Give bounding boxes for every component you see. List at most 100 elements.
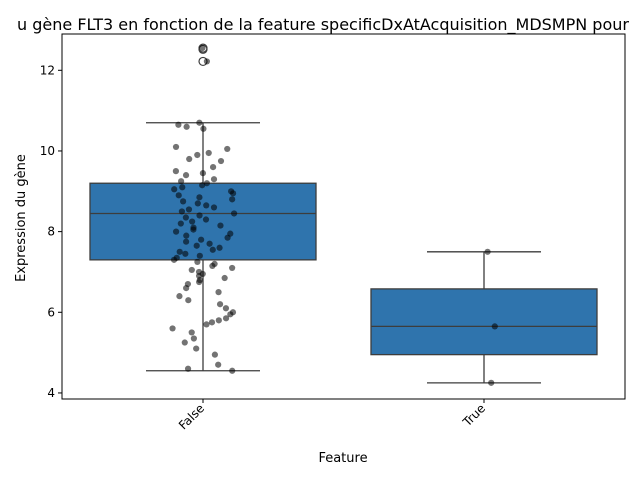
- data-point: [193, 242, 200, 249]
- data-point: [196, 212, 203, 219]
- data-point: [194, 200, 201, 207]
- data-point: [203, 202, 210, 209]
- x-axis-label: Feature: [318, 451, 367, 466]
- data-point: [227, 311, 234, 318]
- data-point: [198, 236, 205, 243]
- strip-points-true: [484, 248, 498, 386]
- box-iqr: [89, 182, 317, 261]
- y-axis-label: Expression du gène: [14, 154, 29, 282]
- data-point: [176, 248, 183, 255]
- data-point: [217, 157, 225, 165]
- data-point: [184, 365, 192, 372]
- data-point: [178, 208, 186, 215]
- data-point: [172, 168, 180, 175]
- plot-frame: [61, 33, 626, 400]
- data-point: [190, 335, 197, 342]
- data-point: [196, 278, 203, 286]
- data-point: [175, 121, 182, 128]
- data-point: [205, 149, 212, 157]
- data-point: [224, 234, 231, 241]
- box-group-false: [89, 43, 317, 372]
- data-point: [199, 182, 206, 189]
- data-point: [185, 206, 193, 213]
- data-point: [181, 339, 188, 346]
- y-tick-label: 12: [40, 63, 55, 77]
- data-point: [216, 244, 223, 251]
- data-point: [176, 293, 183, 300]
- data-point: [229, 264, 236, 272]
- data-point: [190, 226, 197, 233]
- strip-points-false: [169, 45, 238, 374]
- data-point: [196, 252, 203, 259]
- data-point: [488, 379, 495, 386]
- data-point: [209, 246, 216, 253]
- data-point: [196, 194, 203, 201]
- data-point: [229, 190, 237, 197]
- data-point: [186, 155, 193, 163]
- y-tick-label: 6: [47, 305, 55, 319]
- data-point: [211, 351, 218, 358]
- data-point: [203, 58, 210, 65]
- data-point: [209, 262, 216, 270]
- data-point: [172, 143, 180, 151]
- data-point: [193, 345, 200, 352]
- data-point: [215, 289, 222, 296]
- data-point: [182, 250, 189, 257]
- data-point: [209, 163, 217, 171]
- data-point: [210, 204, 218, 211]
- data-point: [210, 176, 218, 183]
- data-point: [203, 180, 210, 187]
- data-point: [183, 284, 190, 292]
- plot-area: [89, 43, 598, 386]
- data-point: [222, 305, 230, 312]
- data-point: [189, 218, 196, 225]
- data-point: [217, 222, 224, 229]
- data-point: [196, 119, 203, 126]
- data-point: [194, 258, 201, 265]
- data-point: [230, 210, 238, 217]
- data-point: [200, 125, 207, 132]
- data-point: [177, 220, 184, 227]
- data-point: [221, 274, 228, 282]
- y-tick-label: 8: [47, 225, 55, 239]
- x-tick-label: False: [176, 401, 207, 432]
- data-point: [199, 45, 206, 52]
- data-point: [183, 123, 190, 130]
- data-point: [188, 329, 195, 336]
- data-point: [222, 315, 230, 322]
- chart-title: u gène FLT3 en fonction de la feature sp…: [17, 15, 629, 35]
- data-point: [180, 198, 187, 205]
- data-point: [175, 192, 182, 199]
- data-point: [178, 178, 185, 185]
- data-point: [171, 186, 178, 193]
- data-point: [182, 214, 189, 221]
- data-point: [169, 325, 176, 332]
- data-point: [229, 367, 236, 374]
- data-point: [194, 151, 201, 159]
- data-point: [203, 321, 210, 328]
- data-point: [172, 228, 180, 235]
- data-point: [229, 196, 236, 203]
- data-point: [224, 145, 231, 153]
- y-tick-label: 4: [47, 386, 55, 400]
- data-point: [491, 323, 498, 330]
- y-tick-label: 10: [40, 144, 55, 158]
- box-iqr: [370, 288, 598, 356]
- x-tick-label: True: [459, 401, 488, 430]
- data-point: [170, 256, 178, 263]
- data-point: [216, 301, 224, 308]
- data-point: [188, 266, 195, 274]
- data-point: [215, 317, 222, 324]
- data-point: [182, 172, 190, 179]
- data-point: [208, 319, 216, 326]
- box-group-true: [370, 251, 598, 384]
- data-point: [484, 248, 491, 255]
- data-point: [183, 238, 190, 245]
- data-point: [206, 240, 213, 247]
- data-point: [199, 170, 207, 177]
- data-point: [185, 297, 192, 304]
- data-point: [202, 216, 210, 223]
- data-point: [215, 361, 222, 368]
- data-point: [183, 232, 190, 239]
